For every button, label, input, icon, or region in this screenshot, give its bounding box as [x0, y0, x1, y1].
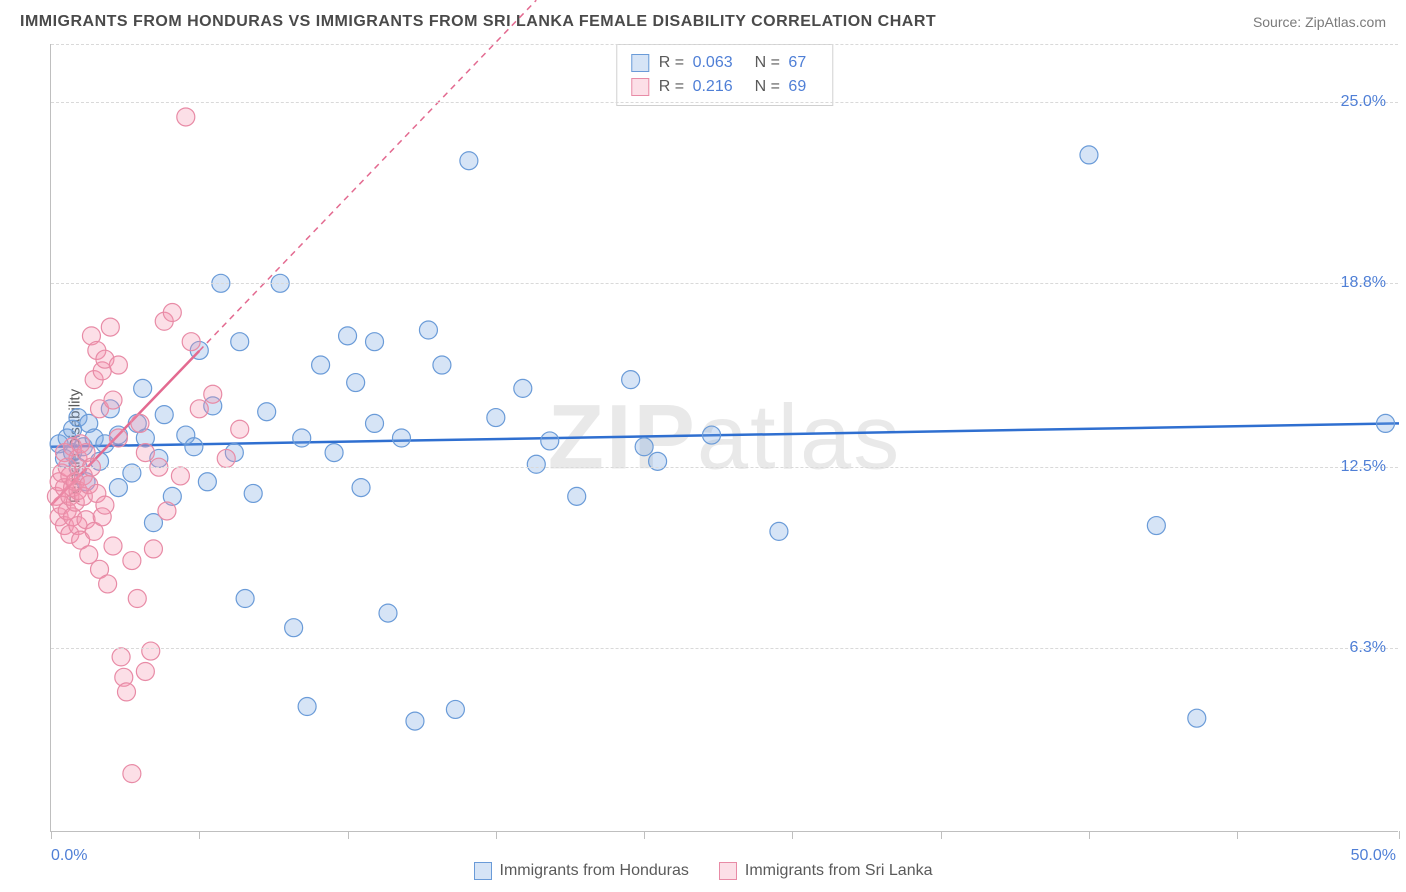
x-tick [1089, 831, 1090, 839]
legend-series-item: Immigrants from Honduras [474, 862, 689, 880]
y-tick-label: 12.5% [1341, 458, 1386, 476]
legend-correlation-row: R = 0.063 N = 67 [631, 51, 818, 75]
x-tick [51, 831, 52, 839]
source-label: Source: ZipAtlas.com [1253, 14, 1386, 30]
x-tick [941, 831, 942, 839]
legend-r-label: R = 0.216 [659, 75, 745, 99]
gridline [51, 648, 1398, 649]
legend-series: Immigrants from Honduras Immigrants from … [0, 862, 1406, 880]
chart-area: ZIPatlas R = 0.063N = 67R = 0.216N = 69 … [50, 44, 1398, 832]
x-tick [199, 831, 200, 839]
gridline [51, 44, 1398, 45]
scatter-plot-svg [51, 44, 1398, 831]
x-tick [1399, 831, 1400, 839]
y-tick-label: 6.3% [1350, 639, 1386, 657]
gridline [51, 283, 1398, 284]
legend-n-label: N = 69 [755, 75, 819, 99]
legend-series-name: Immigrants from Sri Lanka [745, 862, 933, 880]
x-tick [1237, 831, 1238, 839]
x-tick [792, 831, 793, 839]
gridline [51, 102, 1398, 103]
chart-title: IMMIGRANTS FROM HONDURAS VS IMMIGRANTS F… [20, 13, 936, 31]
legend-correlation: R = 0.063 N = 67 R = 0.216 N = 69 [616, 44, 833, 106]
legend-swatch [631, 54, 649, 72]
x-tick [496, 831, 497, 839]
x-tick [348, 831, 349, 839]
legend-swatch [719, 862, 737, 880]
gridline [51, 467, 1398, 468]
x-tick [644, 831, 645, 839]
title-bar: IMMIGRANTS FROM HONDURAS VS IMMIGRANTS F… [0, 0, 1406, 44]
legend-r-label: R = 0.063 [659, 51, 745, 75]
legend-swatch [631, 78, 649, 96]
legend-swatch [474, 862, 492, 880]
y-tick-label: 25.0% [1341, 93, 1386, 111]
legend-series-name: Immigrants from Honduras [500, 862, 689, 880]
legend-series-item: Immigrants from Sri Lanka [719, 862, 933, 880]
y-tick-label: 18.8% [1341, 274, 1386, 292]
legend-correlation-row: R = 0.216 N = 69 [631, 75, 818, 99]
legend-n-label: N = 67 [755, 51, 819, 75]
